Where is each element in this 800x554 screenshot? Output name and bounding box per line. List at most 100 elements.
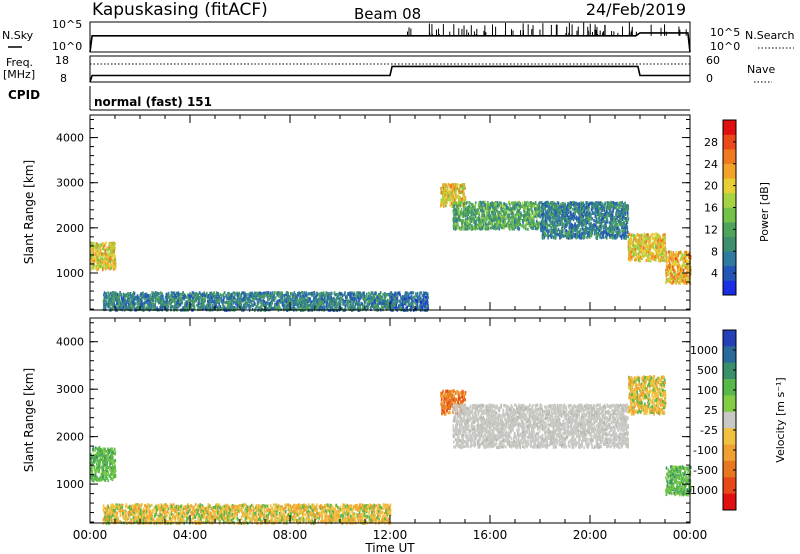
power-cell [278, 300, 280, 304]
power-cell [478, 223, 481, 227]
power-cell [498, 220, 501, 224]
power-cell [538, 210, 541, 214]
power-cell [402, 306, 404, 310]
power-cell [223, 291, 226, 295]
power-cell [441, 190, 444, 194]
power-cell [462, 214, 465, 218]
power-cell [363, 292, 366, 296]
power-cell [109, 259, 112, 263]
power-cell [497, 213, 500, 217]
power-cell [373, 304, 376, 308]
power-cell [459, 212, 462, 216]
power-cell [514, 219, 516, 222]
power-cell [443, 183, 445, 187]
power-cell [149, 296, 151, 300]
power-cell [459, 196, 461, 200]
power-cell [232, 306, 235, 310]
power-cell [384, 292, 386, 295]
power-cell [535, 219, 538, 223]
power-cell [498, 211, 500, 215]
power-cell [484, 200, 486, 204]
power-cell [319, 292, 321, 296]
power-cell [462, 213, 465, 217]
power-cell [531, 210, 533, 214]
power-cell [152, 291, 154, 295]
power-cell [484, 203, 487, 206]
power-cell [310, 307, 312, 310]
power-cell [245, 305, 248, 309]
power-cell [115, 295, 117, 299]
power-cell [374, 305, 377, 309]
power-cell [177, 294, 179, 298]
power-cell [325, 303, 328, 307]
power-cell [380, 296, 383, 300]
power-cell [363, 295, 366, 298]
power-cell [509, 211, 512, 215]
power-cell [326, 295, 329, 298]
power-cell [103, 305, 105, 309]
power-cell [110, 302, 113, 306]
power-cell [463, 220, 465, 224]
power-cell [518, 200, 521, 204]
power-cell [468, 226, 471, 230]
power-cell [186, 307, 188, 311]
power-cell [409, 291, 412, 295]
power-cell [577, 211, 580, 215]
power-cell [471, 209, 474, 213]
power-cell [99, 243, 101, 247]
power-cell [315, 294, 317, 298]
power-cell [423, 292, 425, 296]
power-cell [361, 306, 364, 310]
freq-label-1: Freq. [6, 56, 33, 69]
power-cell [149, 299, 152, 303]
power-cell [171, 297, 173, 300]
power-cell [97, 257, 100, 261]
power-cell [500, 206, 502, 210]
power-cell [537, 213, 539, 217]
power-cell [218, 302, 220, 306]
power-cell [231, 292, 233, 296]
power-cell [448, 194, 450, 198]
power-cell [329, 302, 332, 306]
power-cell [165, 295, 168, 299]
power-cell [92, 246, 95, 250]
power-cell [216, 296, 218, 300]
power-cell [474, 213, 476, 216]
power-cell [460, 211, 463, 215]
power-cell [519, 222, 521, 226]
power-cell [104, 243, 106, 247]
power-cell [553, 201, 555, 205]
power-cell [219, 293, 222, 297]
power-cell [498, 216, 500, 220]
power-cell [399, 302, 402, 306]
power-cell [452, 184, 455, 187]
power-cell [231, 296, 233, 300]
power-cell [191, 294, 193, 298]
power-cell [514, 225, 517, 229]
power-cell [293, 291, 296, 295]
power-cell [288, 306, 291, 310]
power-cell [528, 204, 531, 207]
power-cell [472, 203, 474, 207]
power-cell [536, 208, 538, 212]
power-cell [181, 298, 183, 302]
power-cell [449, 193, 452, 197]
power-cell [148, 298, 151, 302]
power-cell [365, 294, 368, 297]
power-cell [511, 211, 513, 215]
power-cell [483, 204, 486, 208]
power-cell [105, 241, 107, 245]
power-cell [284, 306, 287, 310]
power-cell [476, 223, 478, 227]
power-cell [604, 230, 607, 234]
power-cell [289, 306, 292, 310]
power-cell [516, 202, 518, 206]
power-cell [398, 307, 401, 310]
power-cell [123, 303, 125, 307]
power-cell [109, 299, 112, 302]
power-cell [153, 294, 156, 298]
power-cell [170, 291, 173, 295]
power-cell [511, 222, 514, 226]
power-cell [460, 207, 463, 211]
power-cell [372, 304, 374, 308]
